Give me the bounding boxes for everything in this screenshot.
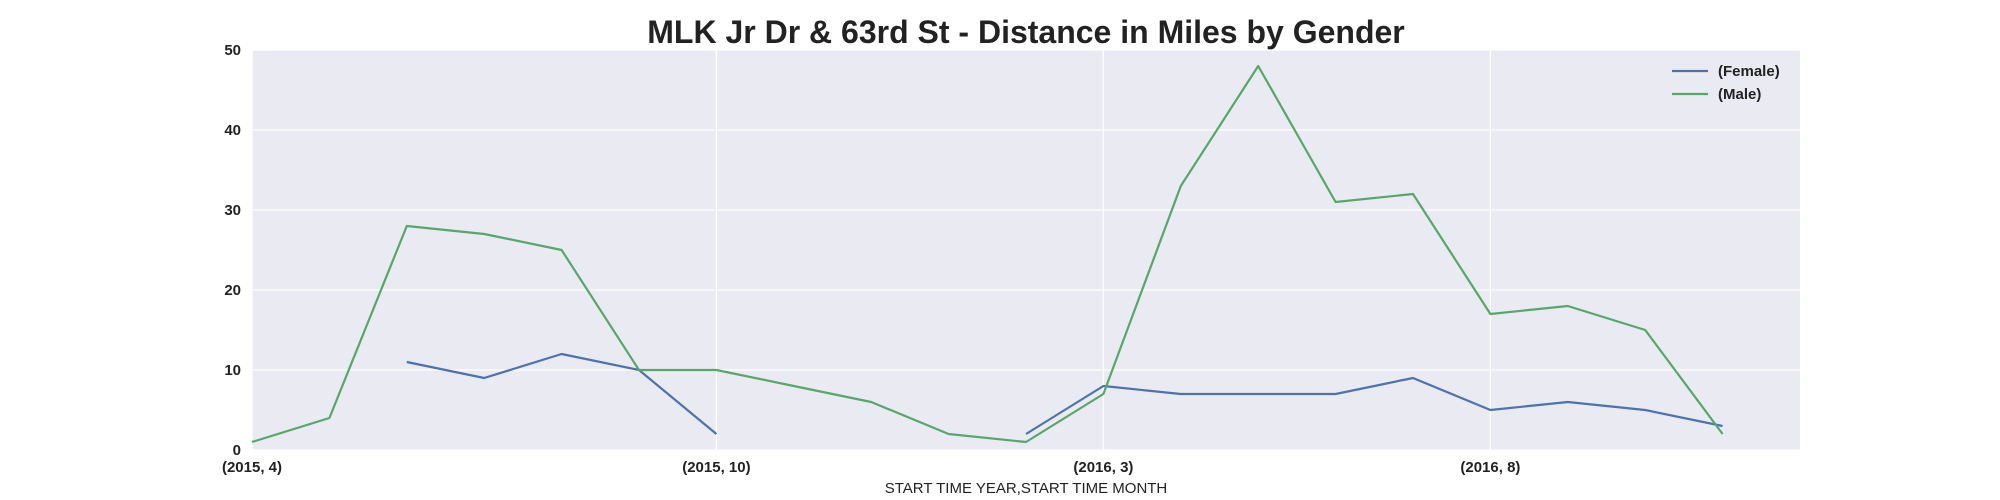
x-tick-labels: (2015, 4) (2015, 10) (2016, 3) (2016, 8) [222,459,1520,476]
chart-title: MLK Jr Dr & 63rd St - Distance in Miles … [647,14,1405,50]
x-axis-label: START TIME YEAR,START TIME MONTH [885,480,1168,497]
series-line-female [406,352,1723,435]
y-tick-label: 30 [224,202,241,219]
y-tick-label: 20 [224,282,241,299]
y-tick-label: 10 [224,362,241,379]
plot-area [252,50,1800,450]
series-line-male [251,64,1724,444]
x-tick-label: (2015, 4) [222,459,282,476]
legend: (Female) (Male) [1672,63,1780,103]
y-tick-label: 50 [224,42,241,59]
y-tick-label: 40 [224,122,241,139]
x-tick-label: (2016, 3) [1073,459,1133,476]
legend-label-male: (Male) [1718,86,1761,103]
x-tick-label: (2015, 10) [682,459,750,476]
x-tick-label: (2016, 8) [1460,459,1520,476]
legend-label-female: (Female) [1718,63,1780,80]
series-layer [251,64,1724,444]
y-tick-label: 0 [233,442,241,459]
y-tick-labels: 0 10 20 30 40 50 [224,42,241,459]
